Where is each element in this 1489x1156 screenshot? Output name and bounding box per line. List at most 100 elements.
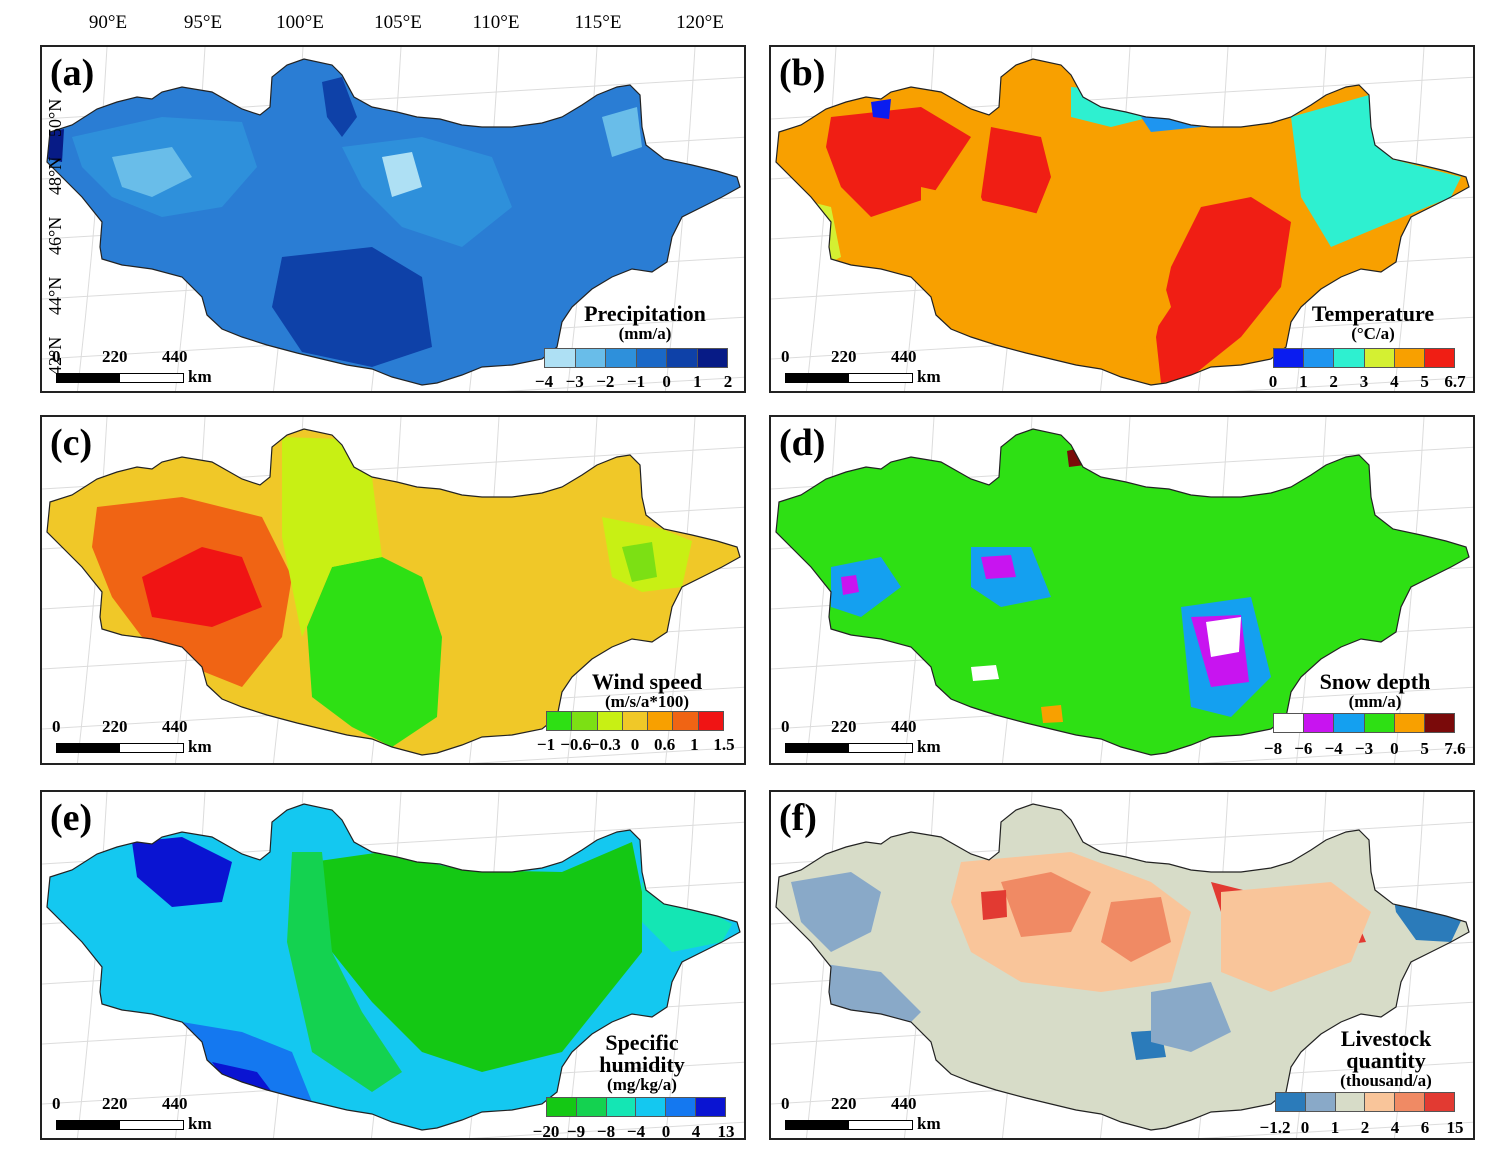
lat-label: 48°N [45,156,65,195]
map-panel-specific-humidity: (e) 0 220 440 km Specific humidity (mg/kg… [40,790,746,1140]
scale-bar [56,743,184,753]
legend-title: Wind speed (m/s/a*100) [591,669,703,711]
map-regions [47,804,740,1130]
legend-swatch [1304,714,1335,732]
legend-tick-label: 15 [1446,1118,1464,1137]
lon-label: 100°E [276,12,324,33]
legend-swatch [1334,349,1365,367]
legend-swatch [545,349,576,367]
legend-swatch [696,1098,725,1116]
legend-colorbar [546,711,724,731]
map-panel-precipitation: (a) 50°N 48°N 46°N 44°N 42°N 0 220 440 k… [40,45,746,393]
legend-swatch [1394,714,1425,732]
scale-bar [56,1120,184,1130]
legend-swatch [1305,1093,1336,1111]
legend-colorbar [546,1097,726,1117]
panel-label: (e) [50,797,93,839]
longitude-labels: 90°E 95°E 100°E 105°E 110°E 115°E 120°E [40,12,746,38]
legend-tick-label: 0 [1390,739,1399,758]
map-region [1221,882,1371,992]
legend-swatch [622,712,649,730]
map-region [312,842,642,1072]
scale-unit: km [917,737,941,756]
map-region [182,1022,312,1102]
map-regions [776,59,1469,385]
map-region [1041,705,1063,723]
lon-label: 115°E [574,12,622,33]
lat-label: 46°N [45,216,65,255]
legend-tick-label: 6 [1420,1118,1430,1137]
specific-humidity-map [42,792,744,1138]
legend-swatch [648,712,674,730]
legend-tick-label: −1.2 [1259,1118,1291,1137]
map-region [322,77,357,137]
legend-swatch [1364,349,1395,367]
legend-tick-label: −4 [626,1122,646,1140]
map-region [1101,897,1171,962]
legend-tick-label: 2 [1360,1118,1370,1137]
scale-bar [785,373,913,383]
map-region [307,557,442,747]
legend-tick-label: −6 [1294,739,1313,758]
lon-label: 95°E [183,12,223,33]
legend-tick-label: 0 [1300,1118,1310,1137]
legend-tick-label: 5 [1420,739,1429,758]
legend-title: Snow depth (mm/a) [1319,669,1431,711]
map-region [382,152,422,197]
legend-tick-label: −20 [532,1122,560,1140]
map-region [287,852,402,1092]
legend-tick-label: −0.3 [589,735,621,754]
map-region [112,147,192,197]
legend-tick-label: −4 [1324,739,1343,758]
scale-unit: km [917,1114,941,1133]
graticule-line [76,47,108,391]
scale-unit: km [188,1114,212,1133]
country-border [46,428,741,756]
map-region [826,107,971,217]
legend-title: Specific humidity (mg/kg/a) [599,1030,685,1094]
graticule-line [805,792,837,1138]
scale-bar [56,373,184,383]
legend-ticks: −1.2 0 1 2 4 6 15 [1255,1118,1464,1138]
legend-colorbar [544,348,728,368]
temperature-map [771,47,1473,391]
legend-tick-label: 2 [723,372,733,391]
wind-speed-map [42,417,744,763]
lat-label: 44°N [45,276,65,315]
map-region [921,187,1171,367]
map-region [1001,872,1091,937]
snow-depth-map [771,417,1473,763]
legend-tick-label: 1.5 [713,735,735,754]
legend-swatch [636,349,667,367]
graticule-line [805,47,837,391]
legend-title: Livestock quantity (thousand/a) [1340,1026,1432,1090]
legend-swatch [1424,714,1455,732]
legend-colorbar [1273,348,1455,368]
scale-unit: km [917,367,941,386]
legend-swatch [667,349,698,367]
legend-swatch [698,712,723,730]
legend-tick-label: 7.6 [1444,739,1466,758]
country-border [775,428,1470,756]
map-region [981,555,1016,579]
legend-swatch [572,712,598,730]
legend-tick-label: −3 [1354,739,1374,758]
lon-label: 105°E [374,12,422,33]
map-region [831,557,901,617]
map-region [1291,95,1461,247]
country-border [46,803,741,1131]
panel-label: (a) [50,52,95,94]
legend-tick-label: −8 [1263,739,1283,758]
graticule-line [76,417,108,763]
legend-ticks: −20 −9 −8 −4 0 4 13 [532,1122,736,1140]
legend-tick-label: 1 [1330,1118,1340,1137]
graticule-line [462,746,744,763]
legend-swatch [673,712,699,730]
legend-tick-label: −0.6 [560,735,592,754]
legend-colorbar [1273,713,1455,733]
legend-swatch [1276,1093,1306,1111]
legend-swatch [1274,349,1305,367]
panel-label: (c) [50,422,93,464]
map-regions [47,429,740,755]
legend-swatch [666,1098,697,1116]
